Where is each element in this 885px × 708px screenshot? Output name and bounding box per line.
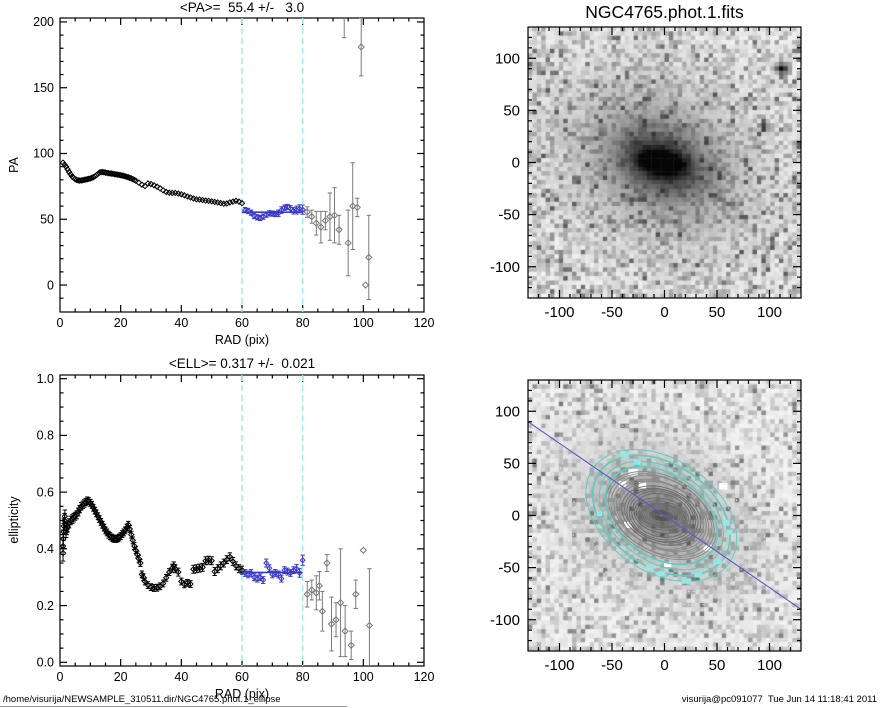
pa-plot-title: <PA>= 55.4 +/- 3.0 xyxy=(179,0,305,15)
svg-text:40: 40 xyxy=(174,670,188,684)
svg-text:120: 120 xyxy=(414,670,435,684)
svg-text:1.0: 1.0 xyxy=(37,372,54,386)
user-host-timestamp: visurija@pc091077 Tue Jun 14 11:18:41 20… xyxy=(681,694,877,705)
output-file-path: /home/visurija/NEWSAMPLE_310511.dir/NGC4… xyxy=(3,694,281,705)
pa-plot: 0 20 40 60 80 100 120 0 50 100 150 200 xyxy=(33,15,435,330)
svg-text:-50: -50 xyxy=(498,560,520,577)
svg-text:200: 200 xyxy=(33,15,54,29)
svg-text:-100: -100 xyxy=(544,304,574,321)
svg-text:50: 50 xyxy=(709,304,726,321)
svg-text:0: 0 xyxy=(512,508,520,525)
svg-text:0: 0 xyxy=(512,155,520,172)
svg-text:120: 120 xyxy=(414,316,435,330)
svg-text:0.4: 0.4 xyxy=(37,542,54,556)
svg-text:80: 80 xyxy=(296,316,310,330)
rad-axis-label-top: RAD (pix) xyxy=(214,333,270,347)
svg-text:0: 0 xyxy=(47,278,54,292)
svg-text:20: 20 xyxy=(114,316,128,330)
ellipticity-plot-title: <ELL>= 0.317 +/- 0.021 xyxy=(168,356,316,371)
galaxy-ellipse-overlay-axes: -100 -50 0 50 100 -100 -50 0 50 100 xyxy=(490,379,802,674)
svg-text:100: 100 xyxy=(757,304,782,321)
svg-text:0: 0 xyxy=(660,657,668,674)
svg-text:50: 50 xyxy=(503,102,520,119)
svg-text:-100: -100 xyxy=(490,612,520,629)
svg-text:100: 100 xyxy=(33,147,54,161)
svg-text:0.0: 0.0 xyxy=(37,656,54,670)
svg-text:-50: -50 xyxy=(601,304,623,321)
galaxy-image-axes: -100 -50 0 50 100 -100 -50 0 50 100 xyxy=(490,26,802,321)
fits-image-title: NGC4765.phot.1.fits xyxy=(585,2,744,22)
svg-text:50: 50 xyxy=(503,455,520,472)
pa-axis-label: PA xyxy=(7,157,21,173)
ellipticity-axis-label: ellipticity xyxy=(7,496,21,544)
svg-text:-100: -100 xyxy=(490,259,520,276)
svg-text:0.2: 0.2 xyxy=(37,599,54,613)
ellipticity-plot: 0 20 40 60 80 100 120 0.0 0.2 0.4 0.6 0.8 1.0 xyxy=(37,372,435,684)
svg-text:0.6: 0.6 xyxy=(37,485,54,499)
svg-text:0: 0 xyxy=(57,670,64,684)
galaxy-image xyxy=(528,27,801,298)
svg-text:50: 50 xyxy=(40,213,54,227)
footer-underline xyxy=(0,706,347,707)
svg-text:100: 100 xyxy=(353,670,374,684)
svg-text:-50: -50 xyxy=(498,207,520,224)
svg-text:100: 100 xyxy=(757,657,782,674)
svg-text:0: 0 xyxy=(57,316,64,330)
svg-text:40: 40 xyxy=(174,316,188,330)
svg-text:-100: -100 xyxy=(544,657,574,674)
svg-text:100: 100 xyxy=(353,316,374,330)
svg-text:150: 150 xyxy=(33,81,54,95)
svg-text:20: 20 xyxy=(114,670,128,684)
svg-text:50: 50 xyxy=(709,657,726,674)
svg-text:60: 60 xyxy=(235,670,249,684)
svg-text:80: 80 xyxy=(296,670,310,684)
svg-text:0.8: 0.8 xyxy=(37,429,54,443)
svg-text:-50: -50 xyxy=(601,657,623,674)
svg-text:60: 60 xyxy=(235,316,249,330)
svg-text:100: 100 xyxy=(495,50,520,67)
svg-text:0: 0 xyxy=(660,304,668,321)
svg-text:100: 100 xyxy=(495,403,520,420)
rad-axis-label-bottom: RAD (pix) xyxy=(214,687,270,701)
